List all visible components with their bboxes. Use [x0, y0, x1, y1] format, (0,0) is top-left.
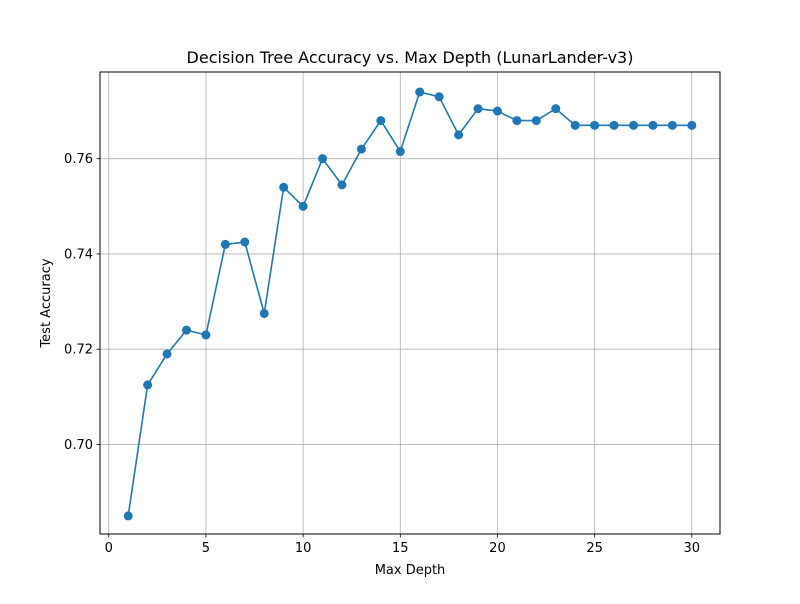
x-tick-label: 0 [105, 541, 113, 556]
data-point [356, 144, 366, 154]
x-tick-label: 25 [586, 541, 603, 556]
y-axis-label: Test Accuracy [39, 258, 54, 348]
data-point [318, 154, 328, 164]
data-point [570, 120, 580, 130]
y-tick-label: 0.76 [64, 152, 93, 167]
data-point [123, 511, 133, 521]
data-point [143, 380, 153, 390]
y-tick-label: 0.72 [64, 343, 93, 358]
y-tick-label: 0.70 [64, 438, 93, 453]
series-layer [123, 87, 697, 521]
axis-ticks: 0 5 10 15 20 25 30 0.70 0.72 0.74 0.76 [64, 152, 700, 556]
data-point [181, 325, 191, 335]
x-tick-label: 5 [202, 541, 210, 556]
data-point [492, 106, 502, 116]
data-point [395, 147, 405, 157]
x-tick-label: 10 [295, 541, 312, 556]
x-tick-label: 30 [684, 541, 701, 556]
data-point [687, 120, 697, 130]
data-point [259, 308, 269, 318]
data-point [667, 120, 677, 130]
data-point [629, 120, 639, 130]
data-point [240, 237, 250, 247]
data-point [551, 104, 561, 114]
data-point [162, 349, 172, 359]
data-point [454, 130, 464, 140]
data-point [415, 87, 425, 97]
data-point [512, 116, 522, 126]
data-point [376, 116, 386, 126]
data-point [279, 182, 289, 192]
x-axis-label: Max Depth [375, 563, 446, 578]
data-point [220, 239, 230, 249]
data-point [337, 180, 347, 190]
data-point [609, 120, 619, 130]
chart-title: Decision Tree Accuracy vs. Max Depth (Lu… [187, 48, 634, 67]
y-tick-label: 0.74 [64, 247, 93, 262]
data-point [434, 92, 444, 102]
data-point [648, 120, 658, 130]
grid [100, 72, 720, 534]
data-point [531, 116, 541, 126]
data-point [590, 120, 600, 130]
data-point [298, 201, 308, 211]
x-tick-label: 20 [489, 541, 506, 556]
data-point [201, 330, 211, 340]
plot-frame [99, 71, 721, 535]
data-point [473, 104, 483, 114]
x-tick-label: 15 [392, 541, 409, 556]
